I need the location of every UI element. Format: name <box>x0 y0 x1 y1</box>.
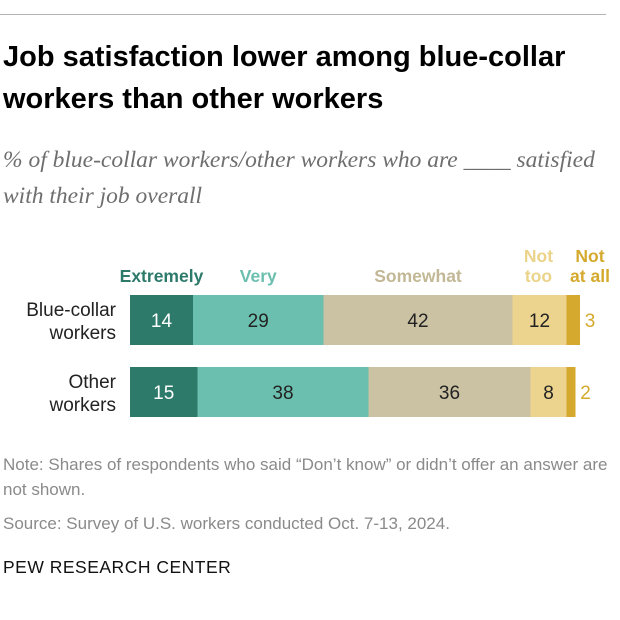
category-label-1-line-1: Blue-collar <box>26 300 116 321</box>
legend-extremely: Extremely <box>120 266 204 286</box>
value-label-very-1: 29 <box>248 311 269 332</box>
bar-not-too-1 <box>512 295 567 345</box>
legend-not-too-line-1: Not <box>524 246 553 266</box>
category-label-2-line-2: workers <box>48 395 116 416</box>
value-label-very-2: 38 <box>272 383 293 404</box>
value-label-somewhat-1: 42 <box>407 311 428 332</box>
bar-extremely-1 <box>130 295 193 345</box>
legend-not-too-line-2: too <box>525 266 552 286</box>
legend-somewhat: Somewhat <box>374 266 462 286</box>
legend-not-at-all-line-2: at all <box>570 266 610 286</box>
bar-somewhat-2 <box>368 367 531 417</box>
bar-somewhat-1 <box>323 295 513 345</box>
value-label-not-at-all-2: 2 <box>580 383 591 404</box>
brand-name: PEW RESEARCH CENTER <box>3 557 232 577</box>
category-label-1-line-2: workers <box>48 323 116 344</box>
value-label-not-too-2: 8 <box>543 383 554 404</box>
bar-very-2 <box>197 367 369 417</box>
bar-not-too-2 <box>530 367 567 417</box>
chart-source: Source: Survey of U.S. workers conducted… <box>3 514 450 533</box>
value-label-extremely-1: 14 <box>151 311 173 332</box>
bar-very-1 <box>193 295 324 345</box>
chart-subtitle: % of blue-collar workers/other workers w… <box>3 147 595 209</box>
category-label-2-line-1: Other <box>68 372 116 393</box>
value-label-extremely-2: 15 <box>153 383 174 404</box>
bar-extremely-2 <box>130 367 198 417</box>
chart-title: Job satisfaction lower among blue-collar… <box>3 41 566 115</box>
bar-not-at-all-2 <box>566 367 576 417</box>
chart-note: Note: Shares of respondents who said “Do… <box>3 455 608 499</box>
value-label-somewhat-2: 36 <box>439 383 460 404</box>
value-label-not-too-1: 12 <box>529 311 550 332</box>
legend-very: Very <box>240 266 277 286</box>
top-rule <box>0 14 606 15</box>
legend-not-at-all-line-1: Not <box>575 246 604 266</box>
bar-not-at-all-1 <box>566 295 580 345</box>
value-label-not-at-all-1: 3 <box>585 311 596 332</box>
